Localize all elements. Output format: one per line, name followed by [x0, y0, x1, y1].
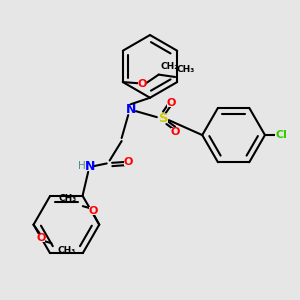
FancyBboxPatch shape	[78, 162, 94, 171]
Text: O: O	[88, 206, 98, 216]
Text: O: O	[124, 157, 133, 167]
Text: O: O	[138, 79, 147, 88]
Text: S: S	[159, 112, 168, 125]
FancyBboxPatch shape	[138, 80, 146, 88]
Text: Cl: Cl	[275, 130, 287, 140]
FancyBboxPatch shape	[159, 114, 168, 123]
Text: O: O	[166, 98, 176, 108]
FancyBboxPatch shape	[37, 234, 45, 242]
Text: CH₂: CH₂	[160, 62, 178, 71]
Text: N: N	[85, 160, 95, 173]
Text: CH₃: CH₃	[57, 247, 76, 256]
Text: H: H	[78, 161, 86, 171]
FancyBboxPatch shape	[275, 130, 288, 140]
Text: N: N	[125, 103, 136, 116]
FancyBboxPatch shape	[167, 99, 175, 107]
Text: O: O	[171, 127, 180, 137]
FancyBboxPatch shape	[89, 207, 98, 215]
Text: CH₃: CH₃	[58, 194, 77, 203]
FancyBboxPatch shape	[171, 128, 180, 136]
FancyBboxPatch shape	[124, 158, 132, 166]
FancyBboxPatch shape	[126, 105, 135, 114]
Text: CH₃: CH₃	[177, 65, 195, 74]
Text: O: O	[36, 233, 46, 243]
